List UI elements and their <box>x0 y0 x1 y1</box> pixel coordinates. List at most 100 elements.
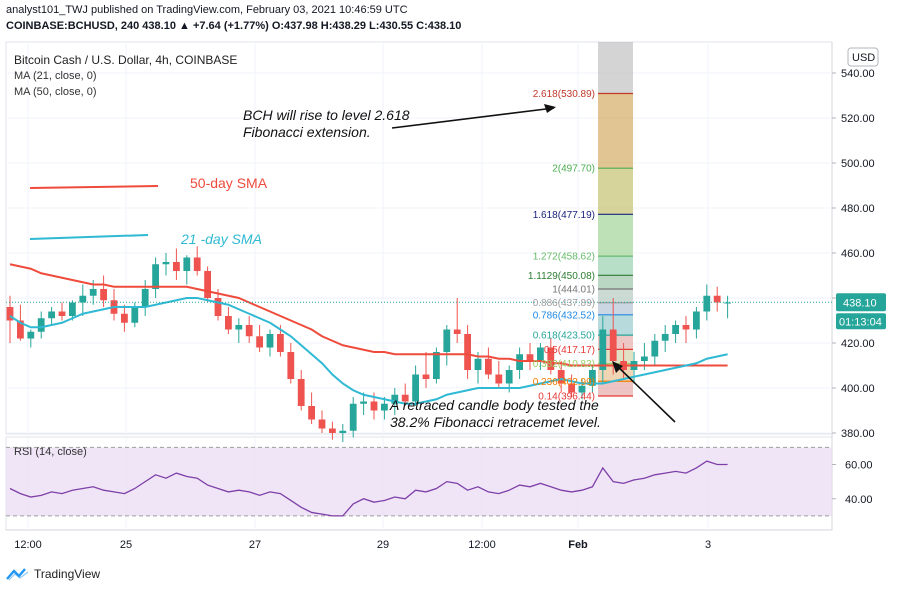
candle-body <box>256 336 263 348</box>
candle-body <box>204 271 211 298</box>
fib-zone <box>598 93 633 169</box>
candle-body <box>297 379 305 406</box>
candle-body <box>516 354 523 370</box>
fib-zone <box>598 314 633 336</box>
fib-level-label: 1.1129(450.08) <box>528 271 595 282</box>
rsi-tick-label: 40.00 <box>845 494 873 506</box>
fibonacci-labels: 2.618(530.89) 2(497.70) 1.618(477.19) 1.272… <box>528 89 595 403</box>
candle-body <box>58 311 66 316</box>
rsi-band-fill <box>6 447 832 516</box>
ma50-line <box>9 263 728 367</box>
candle-body <box>287 352 295 379</box>
time-tick-label: 27 <box>249 539 261 551</box>
candle-body <box>141 289 149 307</box>
fib-zone <box>598 214 633 257</box>
candle-body <box>557 370 565 384</box>
annotation-arrow <box>613 362 676 423</box>
candle-body <box>308 406 315 420</box>
candle-body <box>713 295 721 303</box>
current-price-label: 438.10 <box>843 297 877 309</box>
fib-level-label: 0.5(417.17) <box>544 345 595 356</box>
time-tick-label: Feb <box>568 539 588 551</box>
candle-body <box>724 302 731 304</box>
fib-zone <box>598 288 633 303</box>
time-axis[interactable]: 12:00 25 27 29 12:00 Feb 3 <box>14 539 711 551</box>
fib-level-label: 1.272(458.62) <box>533 252 595 263</box>
annotation-arrow <box>391 107 555 129</box>
candle-body <box>235 325 243 330</box>
fib-zone <box>598 381 633 397</box>
candle-body <box>401 394 409 402</box>
annotation-sma21-label: 21 -day SMA <box>180 231 262 247</box>
countdown-label: 01:13:04 <box>839 316 882 328</box>
candle-body <box>412 374 419 402</box>
price-tick-label: 520.00 <box>841 113 875 125</box>
ma21-line <box>9 297 728 405</box>
fib-level-label: 1(444.01) <box>552 284 595 295</box>
tradingview-footer[interactable]: TradingView <box>6 566 100 582</box>
moving-averages <box>6 185 832 405</box>
candle-body <box>641 356 648 361</box>
candle-body <box>433 352 440 379</box>
candle-body <box>17 320 24 339</box>
annotation-retrace: 38.2% Fibonacci retracemet level. <box>390 414 601 430</box>
price-tick-label: 380.00 <box>841 428 875 440</box>
candle-body <box>121 313 128 323</box>
main-panel <box>5 41 833 435</box>
price-tick-label: 460.00 <box>841 248 875 260</box>
candle-body <box>277 334 284 352</box>
candle-body <box>329 428 336 433</box>
rsi-series-line <box>9 460 728 517</box>
rsi-tick-label: 60.00 <box>845 460 873 472</box>
candle-body <box>27 331 35 339</box>
fib-level-label: 2(497.70) <box>552 164 595 175</box>
candle-body <box>6 307 14 321</box>
candle-body <box>661 334 669 341</box>
ma21-sample-line <box>29 234 149 240</box>
candle-body <box>693 311 700 330</box>
fib-level-label: 0.382(410.83) <box>533 359 595 370</box>
countdown-badge <box>836 313 886 330</box>
candle-body <box>381 403 388 411</box>
candle-body <box>89 289 97 296</box>
publisher-line: analyst101_TWJ published on TradingView.… <box>6 4 408 16</box>
candle-body <box>360 401 367 404</box>
candle-body <box>193 257 201 271</box>
candle-body <box>162 262 170 265</box>
fibonacci-tool[interactable] <box>598 42 633 397</box>
candle-body <box>547 347 555 370</box>
ma50-sample-line <box>29 185 159 189</box>
rsi-line <box>9 460 728 517</box>
price-axis[interactable]: 540.00520.00500.00480.00460.00440.00420.… <box>832 68 886 506</box>
fib-zone <box>598 256 633 276</box>
candle-body <box>609 329 617 361</box>
tradingview-logo-icon <box>6 568 29 581</box>
candle-body <box>672 325 679 334</box>
candle-body <box>245 325 253 337</box>
currency-badge-label: USD <box>852 52 875 64</box>
candle-body <box>318 419 326 429</box>
fib-level-label: 0.618(423.50) <box>533 331 595 342</box>
fib-level-label: 0.236(402.99) <box>533 377 595 388</box>
candle-body <box>453 329 461 334</box>
rsi-legend: RSI (14, close) <box>14 446 87 458</box>
price-tick-label: 500.00 <box>841 158 875 170</box>
candle-body <box>48 311 55 319</box>
candle-body <box>225 316 232 330</box>
annotation-fib-target: Fibonacci extension. <box>243 124 371 140</box>
current-price-badge <box>836 293 886 312</box>
fib-zone <box>598 42 633 94</box>
candle-body <box>69 302 76 316</box>
candle-body <box>370 401 378 411</box>
candle-body <box>599 329 607 370</box>
candle-body <box>173 262 180 271</box>
candle-body <box>568 383 575 393</box>
ma21-legend: MA (21, close, 0) <box>14 70 97 82</box>
price-tick-label: 420.00 <box>841 338 875 350</box>
tradingview-brand: TradingView <box>34 567 101 581</box>
candle-body <box>526 354 534 361</box>
annotation-sma50-label: 50-day SMA <box>190 175 268 191</box>
currency-badge[interactable]: USD <box>847 47 879 67</box>
ma50-legend: MA (50, close, 0) <box>14 86 97 98</box>
